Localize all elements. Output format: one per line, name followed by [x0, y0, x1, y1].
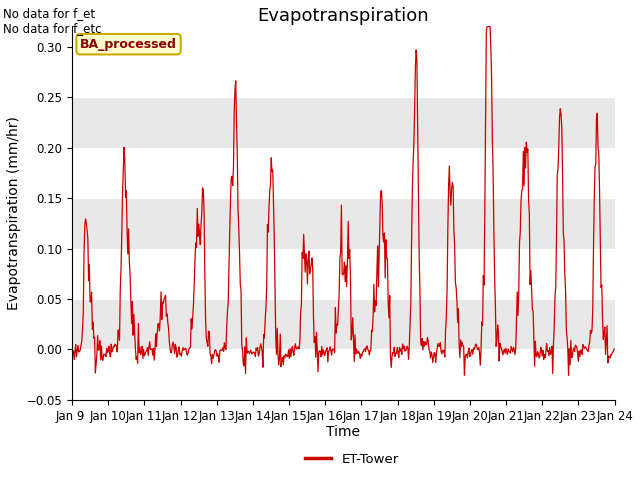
Text: No data for f_et
No data for f_etc: No data for f_et No data for f_etc [3, 7, 102, 35]
Bar [72, 299, 614, 349]
X-axis label: Time: Time [326, 425, 360, 440]
Bar [72, 198, 614, 249]
Bar [72, 97, 614, 148]
Y-axis label: Evapotranspiration (mm/hr): Evapotranspiration (mm/hr) [7, 116, 21, 310]
Legend: ET-Tower: ET-Tower [300, 447, 404, 471]
Title: Evapotranspiration: Evapotranspiration [257, 7, 429, 25]
Text: BA_processed: BA_processed [80, 38, 177, 51]
